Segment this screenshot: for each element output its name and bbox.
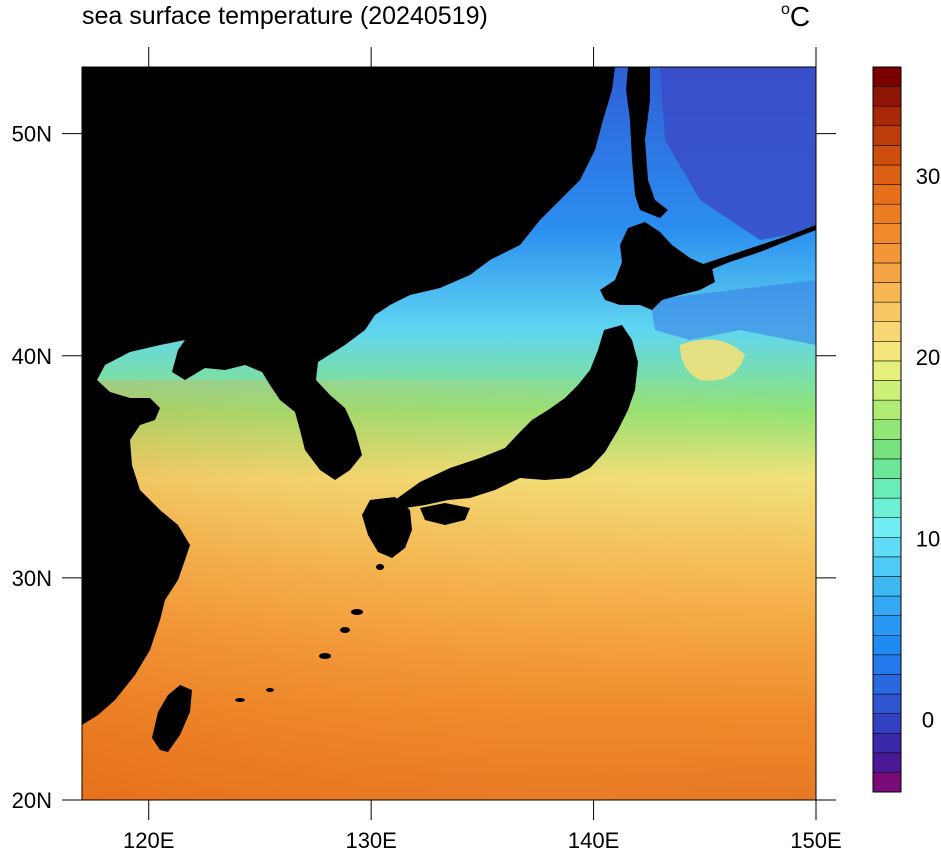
colorbar-segment — [872, 556, 902, 577]
colorbar-segment — [872, 125, 902, 146]
colorbar-segment — [872, 145, 902, 166]
colorbar-segment — [872, 634, 902, 656]
colorbar-segment — [872, 654, 902, 675]
colorbar-segment — [872, 164, 902, 185]
land-sakhalin — [626, 67, 668, 218]
lon-tick-label: 150E — [790, 828, 841, 853]
colorbar-segment — [872, 321, 902, 342]
map-area — [82, 67, 816, 800]
colorbar-segment — [872, 517, 902, 538]
warm-eddy — [680, 339, 745, 381]
colorbar-segment — [872, 86, 902, 107]
colorbar-segment — [872, 262, 902, 283]
unit-label: oC — [781, 0, 811, 32]
colorbar-segment — [872, 419, 902, 440]
land-continent — [82, 67, 615, 725]
lat-tick-label: 20N — [12, 788, 52, 813]
lat-tick-label: 30N — [12, 566, 52, 591]
lon-tick-label: 140E — [568, 828, 619, 853]
land-kyushu — [362, 497, 412, 558]
colorbar-tick-label: 20 — [916, 345, 940, 370]
colorbar-segment — [872, 674, 902, 695]
colorbar-segment — [872, 615, 902, 636]
colorbar-segment — [872, 341, 902, 362]
colorbar-segment — [872, 66, 902, 87]
lon-tick-label: 130E — [345, 828, 396, 853]
colorbar-segment — [872, 713, 902, 734]
colorbar-segment — [872, 243, 902, 264]
colorbar-segment — [872, 184, 902, 205]
colorbar-segment — [872, 380, 902, 401]
colorbar-segment — [872, 772, 902, 793]
colorbar-segment — [872, 203, 902, 225]
colorbar-segment — [872, 399, 902, 420]
lat-axis: 50N 40N 30N 20N — [12, 122, 836, 813]
colorbar-segment — [872, 576, 902, 597]
colorbar-segment — [872, 105, 902, 127]
colorbar-segment — [872, 752, 902, 773]
kuroshio-warm-band — [82, 380, 816, 800]
map-frame — [81, 66, 817, 801]
colorbar-segment — [872, 478, 902, 499]
lon-tick-label: 120E — [123, 828, 174, 853]
colorbar-segment — [872, 439, 902, 460]
lat-tick-label: 50N — [12, 122, 52, 147]
map-title: sea surface temperature (20240519) — [82, 2, 488, 30]
colorbar — [872, 66, 902, 793]
colorbar-segment — [872, 595, 902, 616]
okhotsk-cold-water — [660, 67, 816, 240]
land-taiwan — [152, 685, 192, 752]
colorbar-segment — [872, 732, 902, 754]
land-kuril-islands — [700, 225, 816, 272]
colorbar-segment — [872, 301, 902, 322]
colorbar-segment — [872, 537, 902, 558]
land-hokkaido — [600, 222, 715, 310]
colorbar-tick-label: 30 — [916, 164, 940, 189]
colorbar-segment — [872, 458, 902, 479]
oyashio-current — [650, 280, 816, 345]
colorbar-segment — [872, 497, 902, 518]
lat-tick-label: 40N — [12, 344, 52, 369]
colorbar-labels: 30 20 10 0 — [916, 164, 940, 733]
colorbar-segment — [872, 282, 902, 303]
land-honshu — [395, 325, 638, 508]
land-shikoku — [420, 503, 470, 525]
colorbar-tick-label: 10 — [916, 526, 940, 551]
colorbar-tick-label: 0 — [922, 708, 934, 733]
land-ryukyu-islands — [235, 564, 384, 702]
lon-axis: 120E 130E 140E 150E — [123, 47, 842, 853]
colorbar-segment — [872, 693, 902, 714]
colorbar-segment — [872, 360, 902, 381]
colorbar-segment — [872, 223, 902, 244]
colorbar-frame — [872, 66, 902, 793]
